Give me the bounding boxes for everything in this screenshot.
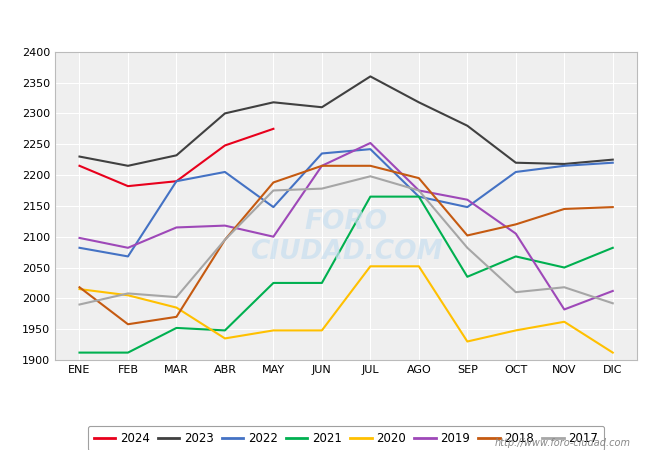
Text: http://www.foro-ciudad.com: http://www.foro-ciudad.com xyxy=(495,438,630,448)
Legend: 2024, 2023, 2022, 2021, 2020, 2019, 2018, 2017: 2024, 2023, 2022, 2021, 2020, 2019, 2018… xyxy=(88,426,604,450)
Text: Afiliados en Real Sitio de San Ildefonso a 31/5/2024: Afiliados en Real Sitio de San Ildefonso… xyxy=(136,16,514,31)
Text: FORO
CIUDAD.COM: FORO CIUDAD.COM xyxy=(250,209,443,265)
